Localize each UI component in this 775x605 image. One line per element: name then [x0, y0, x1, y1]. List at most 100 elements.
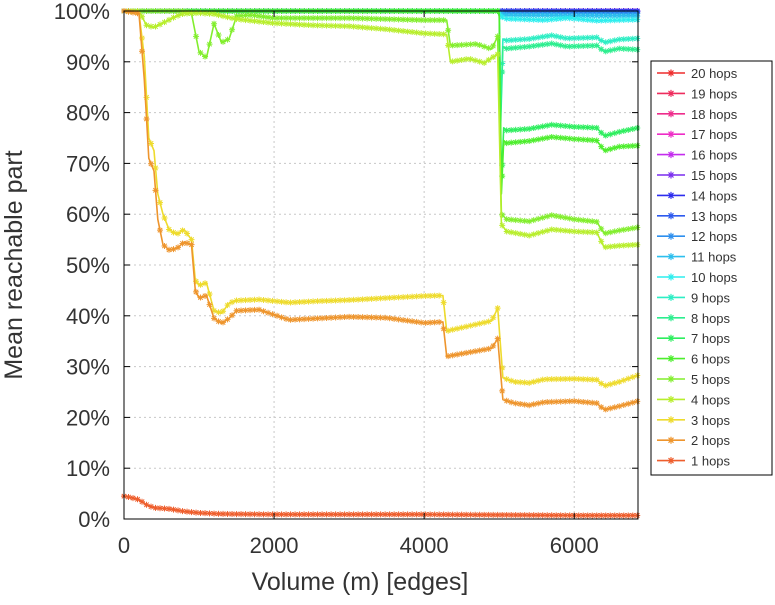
data-point	[242, 297, 249, 304]
data-point	[625, 143, 632, 150]
data-point	[625, 35, 632, 42]
data-point	[481, 59, 488, 66]
data-point	[629, 13, 636, 20]
data-point	[602, 230, 609, 237]
data-point	[481, 319, 488, 326]
data-point	[418, 511, 425, 518]
data-point	[445, 511, 452, 518]
data-point	[413, 293, 420, 300]
data-point	[391, 27, 398, 34]
data-point	[265, 19, 272, 26]
data-point	[260, 19, 267, 26]
data-point	[166, 226, 173, 233]
y-tick-label: 70%	[66, 151, 110, 176]
data-point	[193, 10, 200, 17]
data-point	[409, 16, 416, 23]
data-point	[350, 511, 357, 518]
data-point	[485, 56, 492, 63]
data-point	[152, 23, 159, 30]
data-point	[161, 215, 168, 222]
data-point	[548, 121, 555, 128]
data-point	[607, 47, 614, 54]
data-point	[238, 511, 245, 518]
data-point	[593, 17, 600, 24]
data-point	[368, 314, 375, 321]
data-point	[368, 295, 375, 302]
data-point	[287, 511, 294, 518]
legend-marker	[667, 232, 675, 240]
grid	[123, 10, 638, 520]
data-point	[539, 123, 546, 130]
data-point	[607, 381, 614, 388]
data-point	[157, 505, 164, 512]
data-point	[553, 122, 560, 129]
data-point	[616, 512, 623, 519]
data-point	[373, 314, 380, 321]
data-point	[229, 312, 236, 319]
data-point	[175, 244, 182, 251]
data-point	[485, 511, 492, 518]
data-point	[490, 342, 497, 349]
data-point	[242, 12, 249, 19]
legend-item: 3 hops	[657, 413, 731, 428]
data-point	[418, 17, 425, 24]
data-point	[571, 123, 578, 130]
data-point	[170, 506, 177, 513]
data-point	[526, 16, 533, 23]
data-point	[580, 124, 587, 131]
data-point	[521, 126, 528, 133]
data-point	[548, 16, 555, 23]
data-point	[629, 35, 636, 42]
data-point	[220, 308, 227, 315]
data-point	[553, 12, 560, 19]
legend-item: 14 hops	[657, 188, 738, 203]
data-point	[215, 12, 222, 19]
data-point	[256, 13, 263, 20]
data-point	[346, 297, 353, 304]
data-point	[562, 227, 569, 234]
data-point	[463, 511, 470, 518]
data-point	[332, 297, 339, 304]
legend-label: 3 hops	[691, 413, 731, 428]
data-point	[620, 377, 627, 384]
data-point	[629, 399, 636, 406]
data-point	[535, 124, 542, 131]
data-point	[625, 512, 632, 519]
data-point	[607, 512, 614, 519]
data-point	[557, 213, 564, 220]
data-point	[634, 46, 641, 53]
data-point	[530, 137, 537, 144]
data-point	[521, 401, 528, 408]
data-point	[242, 511, 249, 518]
data-point	[238, 12, 245, 19]
y-tick-label: 40%	[66, 304, 110, 329]
legend-item: 18 hops	[657, 107, 738, 122]
data-point	[395, 27, 402, 34]
data-point	[233, 13, 240, 20]
data-point	[251, 18, 258, 25]
data-point	[634, 125, 641, 132]
series-2-hops	[121, 8, 641, 413]
data-point	[359, 296, 366, 303]
data-point	[611, 37, 618, 44]
y-tick-label: 60%	[66, 202, 110, 227]
data-point	[301, 298, 308, 305]
data-point	[566, 43, 573, 50]
data-point	[530, 35, 537, 42]
data-point	[206, 290, 213, 297]
legend-label: 6 hops	[691, 352, 731, 367]
data-point	[220, 319, 227, 326]
data-point	[373, 295, 380, 302]
data-point	[634, 35, 641, 42]
data-point	[548, 32, 555, 39]
data-point	[278, 511, 285, 518]
data-point	[247, 12, 254, 19]
data-point	[575, 136, 582, 143]
data-point	[193, 509, 200, 516]
data-point	[620, 242, 627, 249]
data-point	[400, 28, 407, 35]
data-point	[202, 280, 209, 287]
data-point	[562, 375, 569, 382]
data-point	[364, 24, 371, 31]
data-point	[287, 21, 294, 28]
